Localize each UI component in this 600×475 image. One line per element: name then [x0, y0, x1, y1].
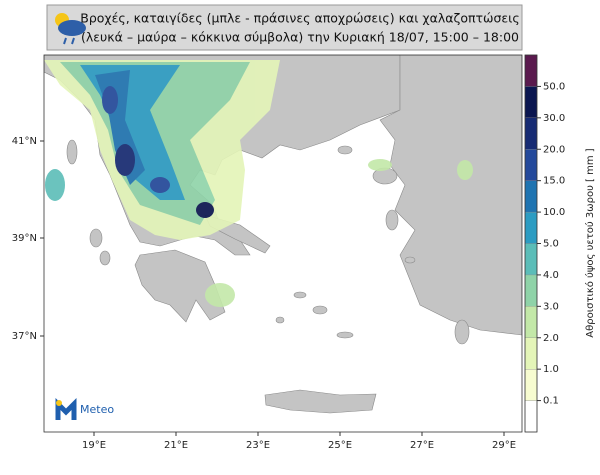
colorbar-bin — [524, 274, 538, 307]
lat-label: 37°N — [12, 331, 37, 342]
precipitation — [44, 60, 473, 307]
lon-label: 19°E — [82, 440, 106, 451]
lon-label: 29°E — [492, 440, 516, 451]
map-frame — [43, 54, 523, 433]
colorbar-tick-label: 2.0 — [543, 333, 559, 344]
meteo-logo: Meteo — [55, 397, 114, 420]
colorbar-label: Αθροιστικό ύψος υετού 3ωρου [ mm ] — [584, 148, 596, 337]
colorbar-bin — [524, 86, 538, 118]
colorbar-tick-label: 1.0 — [543, 364, 559, 375]
colorbar-bin — [524, 369, 538, 401]
lon-label: 21°E — [164, 440, 188, 451]
weather-icon — [55, 13, 86, 45]
colorbar-tick-label: 3.0 — [543, 301, 559, 312]
colorbar-bin — [524, 54, 538, 87]
title-line: Βροχές, καταιγίδες (μπλε - πράσινες αποχ… — [80, 11, 519, 26]
colorbar-tick-label: 15.0 — [543, 176, 565, 187]
colorbar-tick-label: 20.0 — [543, 144, 565, 155]
lat-label: 39°N — [12, 233, 37, 244]
colorbar-tick-label: 50.0 — [543, 81, 565, 92]
colorbar-tick-label: 4.0 — [543, 270, 559, 281]
colorbar-bin — [524, 243, 538, 276]
lon-label: 23°E — [246, 440, 270, 451]
colorbar-bin — [524, 211, 538, 244]
lon-label: 25°E — [328, 440, 352, 451]
colorbar-bin — [524, 149, 538, 181]
colorbar-bin — [524, 117, 538, 150]
colorbar-bin — [524, 400, 538, 433]
colorbar-bin — [524, 180, 538, 213]
logo-text: Meteo — [80, 403, 114, 416]
lat-label: 41°N — [12, 136, 37, 147]
lon-label: 27°E — [410, 440, 434, 451]
title-line: (λευκά – μαύρα – κόκκινα σύμβολα) την Κυ… — [81, 30, 519, 45]
colorbar-tick-label: 5.0 — [543, 239, 559, 250]
colorbar-frame — [524, 54, 538, 433]
colorbar-bin — [524, 337, 538, 370]
colorbar-bin — [524, 306, 538, 338]
colorbar-tick-label: 0.1 — [543, 396, 559, 407]
colorbar-tick-label: 10.0 — [543, 207, 565, 218]
title-box — [46, 4, 523, 51]
colorbar-tick-label: 30.0 — [543, 113, 565, 124]
